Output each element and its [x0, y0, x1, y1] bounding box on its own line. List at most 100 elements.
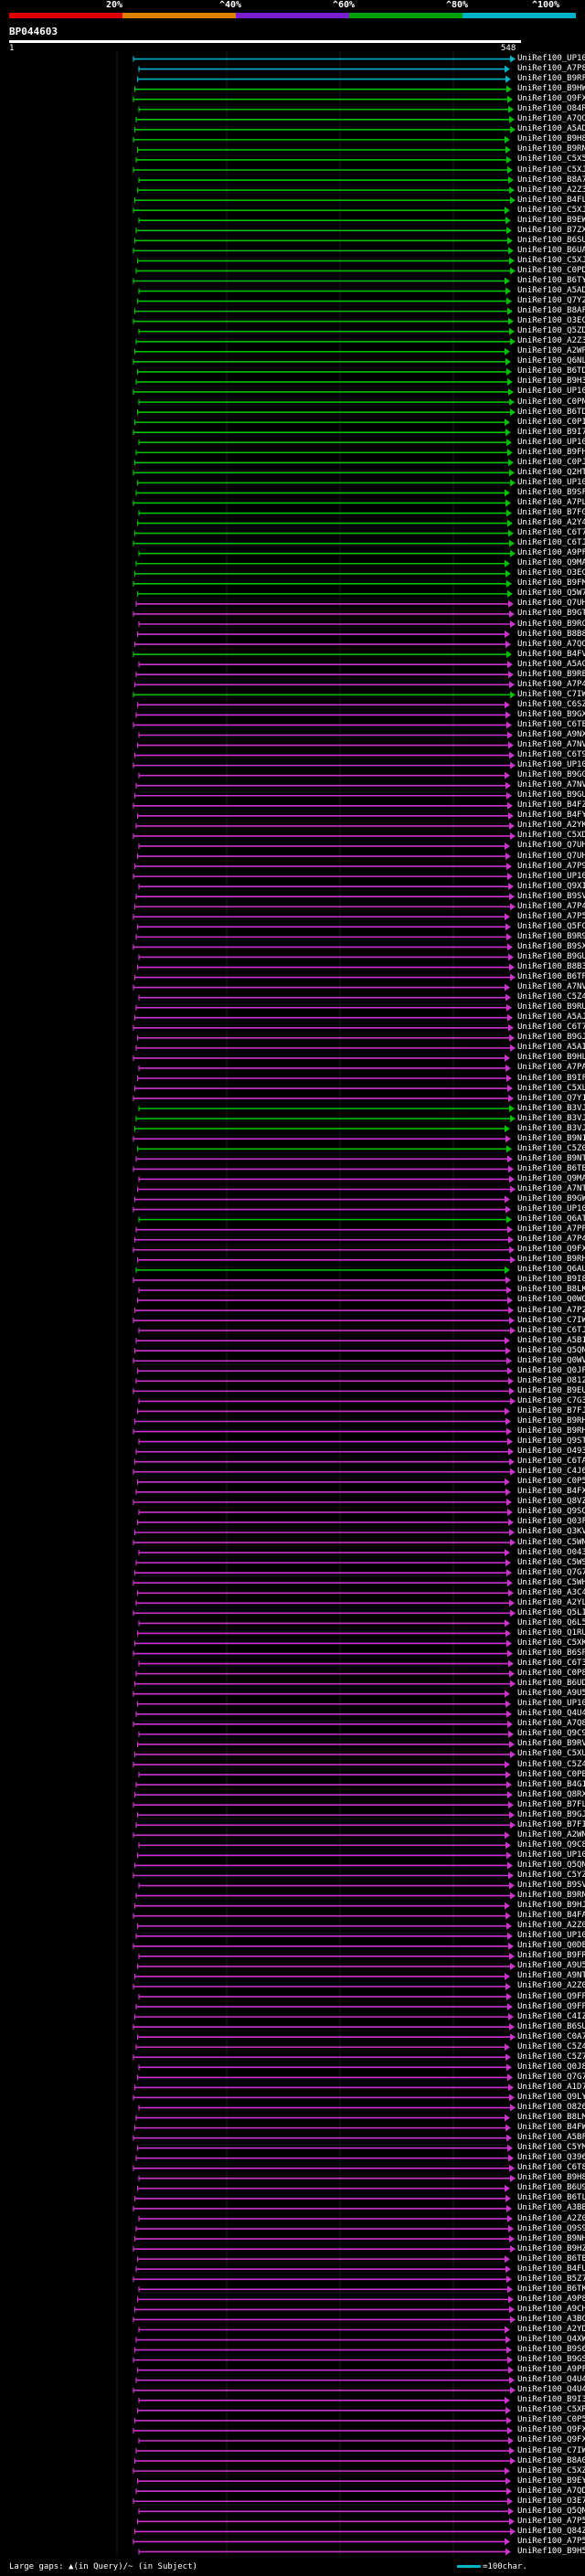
hit-row[interactable] — [138, 509, 512, 517]
hit-row[interactable] — [135, 822, 515, 830]
hit-row[interactable] — [133, 2194, 512, 2202]
hit-label[interactable]: UniRef100_Q9C857 — [517, 1839, 585, 1850]
hit-label[interactable]: UniRef100_A2YLJ5 — [517, 1597, 585, 1607]
hit-label[interactable]: UniRef100_B3VJA2 — [517, 1113, 585, 1123]
hit-label[interactable]: UniRef100_C0P5I0 — [517, 2415, 585, 2425]
hit-label[interactable]: UniRef100_B9RV86 — [517, 1739, 585, 1749]
hit-label[interactable]: UniRef100_C5XDD2 — [517, 831, 585, 841]
hit-row[interactable] — [138, 1659, 514, 1668]
hit-label[interactable]: UniRef100_B9SVN4 — [517, 891, 585, 901]
hit-label[interactable]: UniRef100_B6SUT1 — [517, 2021, 585, 2031]
hit-label[interactable]: UniRef100_Q7Y1Z1 — [517, 1093, 585, 1103]
hit-label[interactable]: UniRef100_A7P8L6 — [517, 64, 585, 74]
hit-row[interactable] — [135, 1559, 511, 1567]
hit-row[interactable] — [133, 1427, 512, 1436]
hit-row[interactable] — [135, 1225, 513, 1234]
hit-row[interactable] — [138, 731, 513, 739]
hit-row[interactable] — [133, 2528, 516, 2536]
hit-row[interactable] — [138, 661, 513, 669]
hit-label[interactable]: UniRef100_B9N1B3 — [517, 1133, 585, 1143]
hit-row[interactable] — [138, 1175, 515, 1183]
hit-label[interactable]: UniRef100_A2Z0W3 — [517, 1981, 585, 1991]
hit-row[interactable] — [133, 85, 513, 93]
hit-label[interactable]: UniRef100_B6UDH2 — [517, 1679, 585, 1689]
hit-label[interactable]: UniRef100_A7P2R2 — [517, 1305, 585, 1315]
hit-row[interactable] — [133, 569, 512, 578]
hit-row[interactable] — [133, 347, 511, 355]
hit-row[interactable] — [136, 257, 516, 265]
hit-row[interactable] — [138, 327, 515, 335]
hit-row[interactable] — [135, 115, 515, 123]
hit-row[interactable] — [133, 1791, 514, 1799]
hit-row[interactable] — [136, 1185, 516, 1193]
hit-row[interactable] — [133, 1720, 513, 1728]
hit-label[interactable]: UniRef100_C0PJ77 — [517, 457, 585, 467]
hit-row[interactable] — [135, 933, 512, 941]
hit-row[interactable] — [138, 1771, 511, 1779]
hit-label[interactable]: UniRef100_B9H5B9 — [517, 2546, 585, 2556]
hit-row[interactable] — [138, 2104, 516, 2112]
hit-label[interactable]: UniRef100_O82681 — [517, 2103, 585, 2113]
hit-label[interactable]: UniRef100_Q6ATC7 — [517, 1214, 585, 1224]
hit-row[interactable] — [133, 579, 512, 588]
hit-label[interactable]: UniRef100_Q8RXT9 — [517, 1789, 585, 1799]
hit-row[interactable] — [138, 1993, 512, 2001]
hit-row[interactable] — [133, 691, 516, 699]
hit-label[interactable]: UniRef100_B9FHW5 — [517, 447, 585, 457]
hit-label[interactable]: UniRef100_B4FA08 — [517, 1911, 585, 1921]
hit-row[interactable] — [136, 1296, 514, 1304]
hit-row[interactable] — [135, 2265, 511, 2274]
hit-row[interactable] — [133, 247, 514, 255]
hit-label[interactable]: UniRef100_UP1000.. — [517, 54, 585, 64]
hit-row[interactable] — [136, 2033, 516, 2041]
hit-row[interactable] — [138, 1437, 513, 1446]
hit-row[interactable] — [138, 2548, 511, 2556]
hit-row[interactable] — [133, 1458, 516, 1466]
hit-label[interactable]: UniRef100_C6TEX0 — [517, 719, 585, 729]
hit-row[interactable] — [133, 1195, 511, 1203]
hit-row[interactable] — [133, 2467, 510, 2475]
hit-row[interactable] — [135, 893, 515, 901]
hit-label[interactable]: UniRef100_UP1000.. — [517, 437, 585, 447]
hit-row[interactable] — [133, 761, 516, 769]
hit-row[interactable] — [136, 631, 511, 639]
hit-row[interactable] — [133, 1982, 511, 1990]
hit-row[interactable] — [136, 2518, 516, 2526]
hit-label[interactable]: UniRef100_A7P5S1 — [517, 2536, 585, 2546]
hit-row[interactable] — [138, 1327, 516, 1335]
hit-row[interactable] — [133, 1871, 514, 1880]
hit-label[interactable]: UniRef100_Q5W722 — [517, 588, 585, 599]
hit-label[interactable]: UniRef100_C6T7L4 — [517, 528, 585, 538]
hit-label[interactable]: UniRef100_Q7UHN3 — [517, 851, 585, 861]
hit-row[interactable] — [133, 651, 512, 659]
hit-label[interactable]: UniRef100_B8LM05 — [517, 2113, 585, 2123]
hit-label[interactable]: UniRef100_A2YKN5 — [517, 821, 585, 831]
hit-label[interactable]: UniRef100_B9SVM5 — [517, 1881, 585, 1891]
hit-label[interactable]: UniRef100_B9RUS2 — [517, 1002, 585, 1012]
hit-row[interactable] — [138, 883, 514, 891]
hit-row[interactable] — [133, 2124, 512, 2132]
hit-row[interactable] — [135, 1892, 516, 1900]
hit-label[interactable]: UniRef100_C5Z4E2 — [517, 2041, 585, 2051]
hit-row[interactable] — [133, 641, 512, 649]
hit-label[interactable]: UniRef100_C5WS25 — [517, 1557, 585, 1567]
hit-row[interactable] — [133, 357, 511, 366]
hit-row[interactable] — [133, 539, 515, 547]
hit-label[interactable]: UniRef100_B7FG58 — [517, 508, 585, 518]
hit-row[interactable] — [138, 287, 511, 295]
hit-label[interactable]: UniRef100_O84R22 — [517, 104, 585, 114]
hit-row[interactable] — [133, 529, 515, 537]
hit-label[interactable]: UniRef100_UP1000.. — [517, 387, 585, 397]
hit-label[interactable]: UniRef100_A7P4H1 — [517, 1235, 585, 1245]
hit-label[interactable]: UniRef100_Q9LY84 — [517, 2092, 585, 2102]
hit-row[interactable] — [136, 2406, 512, 2414]
hit-row[interactable] — [138, 2436, 514, 2444]
hit-label[interactable]: UniRef100_A7P9J3 — [517, 861, 585, 871]
hit-label[interactable]: UniRef100_C4J611 — [517, 1467, 585, 1477]
hit-label[interactable]: UniRef100_A9NTU9 — [517, 1971, 585, 1981]
hit-label[interactable]: UniRef100_A7QDN0 — [517, 2486, 585, 2496]
hit-label[interactable]: UniRef100_B9EWE7 — [517, 215, 585, 225]
hit-label[interactable]: UniRef100_A7QOT7 — [517, 639, 585, 649]
hit-row[interactable] — [135, 227, 512, 235]
hit-row[interactable] — [138, 1105, 515, 1113]
